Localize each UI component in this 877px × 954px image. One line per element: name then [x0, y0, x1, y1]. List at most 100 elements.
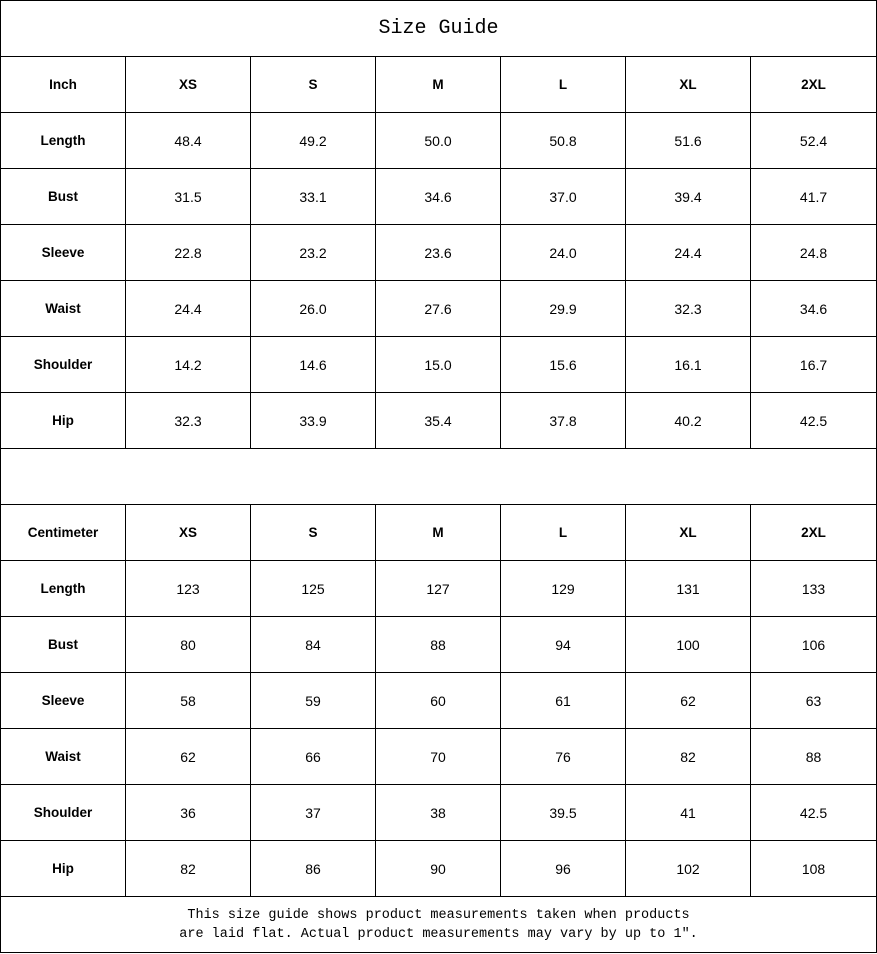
measurement-cell: 131 — [625, 560, 751, 617]
measurement-cell: 15.6 — [500, 336, 626, 393]
page-title: Size Guide — [0, 0, 877, 57]
row-label: Waist — [0, 280, 126, 337]
spacer-cell — [0, 448, 877, 505]
measurement-cell: 16.7 — [749, 336, 877, 393]
centimeter-header-cell: M — [375, 504, 501, 561]
measurement-cell: 41 — [625, 784, 751, 841]
row-label: Sleeve — [0, 672, 126, 729]
measurement-cell: 42.5 — [749, 784, 877, 841]
measurement-cell: 129 — [500, 560, 626, 617]
measurement-cell: 27.6 — [375, 280, 501, 337]
row-label: Hip — [0, 840, 126, 897]
measurement-cell: 24.4 — [625, 224, 751, 281]
measurement-cell: 37.8 — [500, 392, 626, 449]
measurement-cell: 24.0 — [500, 224, 626, 281]
measurement-cell: 37.0 — [500, 168, 626, 225]
measurement-cell: 62 — [125, 728, 251, 785]
measurement-cell: 37 — [250, 784, 376, 841]
measurement-cell: 94 — [500, 616, 626, 673]
table-row: Waist 24.4 26.0 27.6 29.9 32.3 34.6 — [0, 280, 877, 337]
table-row: Hip 82 86 90 96 102 108 — [0, 840, 877, 897]
centimeter-header-row: Centimeter XS S M L XL 2XL — [0, 504, 877, 561]
inch-header-cell: 2XL — [749, 56, 877, 113]
measurement-cell: 16.1 — [625, 336, 751, 393]
measurement-cell: 39.5 — [500, 784, 626, 841]
measurement-cell: 36 — [125, 784, 251, 841]
measurement-cell: 24.4 — [125, 280, 251, 337]
measurement-cell: 60 — [375, 672, 501, 729]
measurement-cell: 48.4 — [125, 112, 251, 169]
measurement-cell: 50.8 — [500, 112, 626, 169]
table-row: Bust 31.5 33.1 34.6 37.0 39.4 41.7 — [0, 168, 877, 225]
measurement-cell: 34.6 — [375, 168, 501, 225]
measurement-cell: 88 — [375, 616, 501, 673]
table-row: Length 48.4 49.2 50.0 50.8 51.6 52.4 — [0, 112, 877, 169]
measurement-cell: 32.3 — [625, 280, 751, 337]
measurement-cell: 31.5 — [125, 168, 251, 225]
measurement-cell: 22.8 — [125, 224, 251, 281]
measurement-cell: 100 — [625, 616, 751, 673]
measurement-cell: 125 — [250, 560, 376, 617]
measurement-cell: 40.2 — [625, 392, 751, 449]
inch-header-cell: XS — [125, 56, 251, 113]
measurement-cell: 35.4 — [375, 392, 501, 449]
table-row: Hip 32.3 33.9 35.4 37.8 40.2 42.5 — [0, 392, 877, 449]
measurement-cell: 127 — [375, 560, 501, 617]
measurement-cell: 39.4 — [625, 168, 751, 225]
measurement-cell: 133 — [749, 560, 877, 617]
measurement-cell: 88 — [749, 728, 877, 785]
measurement-cell: 102 — [625, 840, 751, 897]
measurement-cell: 82 — [125, 840, 251, 897]
note-row: This size guide shows product measuremen… — [0, 896, 877, 953]
measurement-cell: 49.2 — [250, 112, 376, 169]
measurement-cell: 123 — [125, 560, 251, 617]
row-label: Sleeve — [0, 224, 126, 281]
centimeter-header-cell: 2XL — [749, 504, 877, 561]
measurement-cell: 23.6 — [375, 224, 501, 281]
measurement-cell: 90 — [375, 840, 501, 897]
measurement-cell: 33.9 — [250, 392, 376, 449]
centimeter-header-cell: XS — [125, 504, 251, 561]
table-row: Sleeve 58 59 60 61 62 63 — [0, 672, 877, 729]
inch-header-cell: L — [500, 56, 626, 113]
measurement-cell: 42.5 — [749, 392, 877, 449]
note-line-2: are laid flat. Actual product measuremen… — [179, 926, 698, 942]
row-label: Shoulder — [0, 336, 126, 393]
measurement-cell: 14.6 — [250, 336, 376, 393]
row-label: Bust — [0, 168, 126, 225]
measurement-cell: 50.0 — [375, 112, 501, 169]
centimeter-header-cell: L — [500, 504, 626, 561]
row-label: Shoulder — [0, 784, 126, 841]
row-label: Hip — [0, 392, 126, 449]
measurement-cell: 52.4 — [749, 112, 877, 169]
inch-header-cell: S — [250, 56, 376, 113]
table-row: Sleeve 22.8 23.2 23.6 24.0 24.4 24.8 — [0, 224, 877, 281]
measurement-cell: 66 — [250, 728, 376, 785]
row-label: Bust — [0, 616, 126, 673]
measurement-cell: 76 — [500, 728, 626, 785]
size-note: This size guide shows product measuremen… — [0, 896, 877, 953]
table-row: Shoulder 36 37 38 39.5 41 42.5 — [0, 784, 877, 841]
measurement-cell: 29.9 — [500, 280, 626, 337]
measurement-cell: 51.6 — [625, 112, 751, 169]
measurement-cell: 33.1 — [250, 168, 376, 225]
measurement-cell: 14.2 — [125, 336, 251, 393]
measurement-cell: 34.6 — [749, 280, 877, 337]
measurement-cell: 38 — [375, 784, 501, 841]
inch-header-cell: XL — [625, 56, 751, 113]
measurement-cell: 108 — [749, 840, 877, 897]
measurement-cell: 70 — [375, 728, 501, 785]
spacer-row — [0, 448, 877, 505]
row-label: Waist — [0, 728, 126, 785]
measurement-cell: 106 — [749, 616, 877, 673]
centimeter-header-cell: XL — [625, 504, 751, 561]
measurement-cell: 80 — [125, 616, 251, 673]
inch-header-cell: M — [375, 56, 501, 113]
row-label: Length — [0, 560, 126, 617]
centimeter-header-cell: Centimeter — [0, 504, 126, 561]
measurement-cell: 26.0 — [250, 280, 376, 337]
measurement-cell: 24.8 — [749, 224, 877, 281]
note-line-1: This size guide shows product measuremen… — [187, 907, 690, 923]
